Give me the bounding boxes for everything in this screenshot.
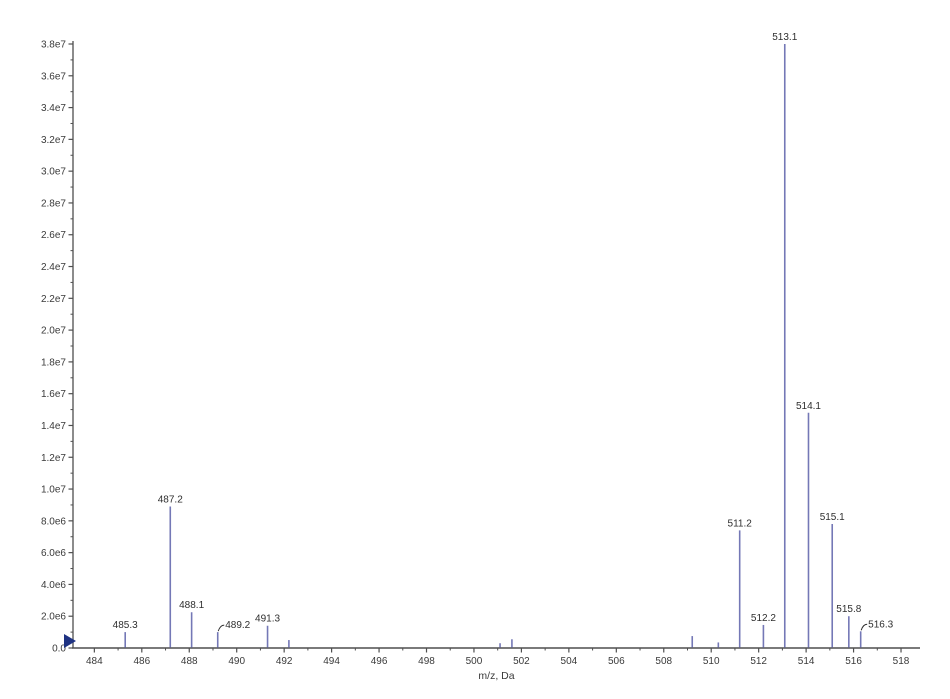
x-tick-label: 514 (798, 656, 815, 667)
x-tick-label: 492 (276, 656, 293, 667)
peak-label: 488.1 (179, 600, 204, 611)
y-tick-label: 3.8e7 (41, 40, 66, 51)
x-tick-label: 490 (228, 656, 245, 667)
y-tick-label: 3.2e7 (41, 135, 66, 146)
y-tick-label: 1.2e7 (41, 453, 66, 464)
peak-label: 515.1 (820, 512, 845, 523)
x-tick-label: 516 (845, 656, 862, 667)
peak-label: 515.8 (836, 604, 861, 615)
y-tick-label: 8.0e6 (41, 516, 66, 527)
x-tick-label: 488 (181, 656, 198, 667)
x-tick-label: 500 (466, 656, 483, 667)
peak-label-leader (860, 623, 868, 631)
x-tick-label: 498 (418, 656, 435, 667)
y-tick-label: 2.8e7 (41, 198, 66, 209)
spectrum-peaks (124, 44, 862, 648)
x-tick-label: 486 (133, 656, 150, 667)
y-tick-label: 2.0e7 (41, 326, 66, 337)
x-tick-label: 496 (371, 656, 388, 667)
x-tick-label: 508 (655, 656, 672, 667)
peak-label: 512.2 (751, 613, 776, 624)
x-tick-label: 502 (513, 656, 530, 667)
y-tick-label: 1.0e7 (41, 485, 66, 496)
y-tick-label: 2.4e7 (41, 262, 66, 273)
y-tick-label: 1.6e7 (41, 389, 66, 400)
y-tick-label: 1.4e7 (41, 421, 66, 432)
y-tick-label: 2.6e7 (41, 230, 66, 241)
y-tick-label: 4.0e6 (41, 580, 66, 591)
x-tick-label: 518 (893, 656, 910, 667)
peak-label-leader (217, 624, 225, 632)
axes: 0.0 2.0e6 4.0e6 6.0e6 8.0e6 1.0e7 1.2e7 1.4e7 1.… (41, 40, 920, 682)
x-tick-label: 506 (608, 656, 625, 667)
peak-label: 485.3 (113, 620, 138, 631)
peak-labels: 485.3 487.2 488.1 489.2 491.3 511.2 512.2 513.1… (113, 32, 894, 632)
y-tick-label: 3.6e7 (41, 71, 66, 82)
x-tick-label: 494 (323, 656, 340, 667)
y-tick-label: 1.8e7 (41, 357, 66, 368)
y-tick-label: 3.0e7 (41, 167, 66, 178)
origin-marker-icon (64, 634, 76, 648)
peak-label: 489.2 (225, 620, 250, 631)
x-axis-title: m/z, Da (478, 670, 514, 682)
x-tick-label: 510 (703, 656, 720, 667)
y-tick-label: 6.0e6 (41, 548, 66, 559)
x-tick-label: 484 (86, 656, 103, 667)
peak-label: 514.1 (796, 401, 821, 412)
peak-label: 516.3 (868, 619, 893, 630)
peak-label: 511.2 (728, 518, 753, 529)
y-tick-label: 0.0 (52, 644, 66, 655)
y-tick-label: 3.4e7 (41, 103, 66, 114)
x-tick-label: 512 (750, 656, 767, 667)
y-tick-label: 2.0e6 (41, 612, 66, 623)
y-tick-label: 2.2e7 (41, 294, 66, 305)
peak-label: 487.2 (158, 495, 183, 506)
peak-label: 513.1 (772, 32, 797, 43)
x-tick-label: 504 (561, 656, 578, 667)
peak-label: 491.3 (255, 614, 280, 625)
